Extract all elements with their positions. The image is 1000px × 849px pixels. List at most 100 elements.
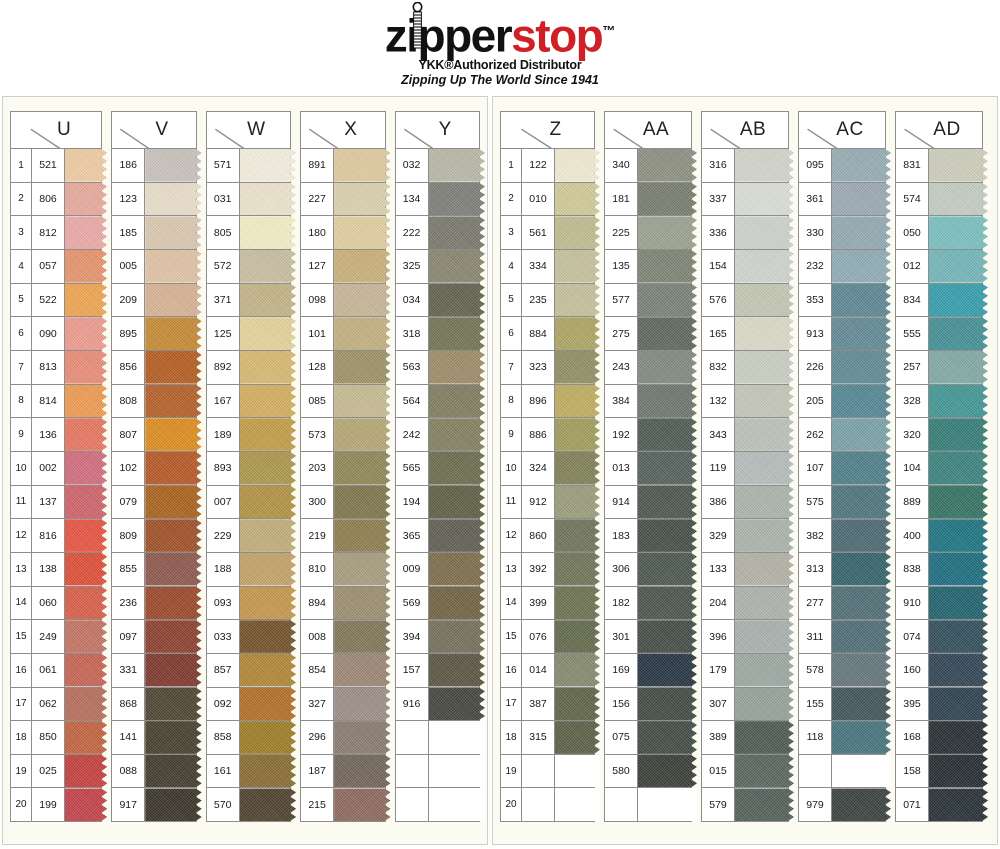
swatch-cell[interactable]: [929, 721, 982, 754]
swatch-cell[interactable]: [239, 350, 290, 384]
swatch-cell[interactable]: [334, 620, 384, 653]
color-swatch[interactable]: [929, 317, 988, 350]
color-swatch[interactable]: [638, 149, 697, 182]
color-swatch[interactable]: [334, 149, 390, 182]
color-swatch[interactable]: [334, 755, 390, 788]
table-row[interactable]: 226: [799, 350, 885, 385]
swatch-cell[interactable]: [239, 451, 290, 485]
color-swatch[interactable]: [555, 284, 600, 317]
color-swatch[interactable]: [735, 216, 794, 249]
color-swatch[interactable]: [638, 519, 697, 552]
table-row[interactable]: 809: [112, 519, 195, 553]
color-swatch[interactable]: [555, 317, 600, 350]
table-row[interactable]: 336: [702, 216, 788, 250]
color-swatch[interactable]: [240, 721, 296, 754]
color-swatch[interactable]: [638, 385, 697, 418]
table-row[interactable]: 854: [301, 653, 384, 688]
color-swatch[interactable]: [735, 620, 794, 653]
table-row[interactable]: 16 061: [11, 653, 101, 688]
table-row[interactable]: 032: [395, 149, 479, 183]
color-swatch[interactable]: [555, 149, 600, 182]
swatch-cell[interactable]: [735, 687, 788, 721]
table-row[interactable]: 092: [206, 687, 290, 722]
color-swatch[interactable]: [832, 788, 891, 821]
table-row[interactable]: 219: [301, 519, 384, 553]
color-swatch[interactable]: [429, 654, 485, 687]
color-swatch[interactable]: [240, 284, 296, 317]
table-row[interactable]: 185: [112, 216, 195, 250]
table-row[interactable]: [395, 788, 485, 822]
table-row[interactable]: 192: [605, 418, 691, 452]
swatch-cell[interactable]: [145, 754, 195, 788]
table-row[interactable]: 831: [896, 149, 982, 183]
color-swatch[interactable]: [65, 149, 107, 182]
swatch-cell[interactable]: [555, 182, 594, 216]
color-swatch[interactable]: [429, 418, 485, 451]
swatch-cell[interactable]: [832, 384, 885, 418]
swatch-cell[interactable]: [65, 149, 101, 182]
color-swatch[interactable]: [145, 149, 201, 182]
color-swatch[interactable]: [638, 688, 697, 721]
swatch-cell[interactable]: [555, 485, 594, 519]
color-swatch[interactable]: [555, 688, 600, 721]
table-row[interactable]: 571: [206, 149, 290, 183]
swatch-cell[interactable]: [929, 788, 982, 822]
swatch-cell[interactable]: [832, 620, 885, 653]
table-row[interactable]: 156: [605, 687, 691, 722]
table-row[interactable]: 14 060: [11, 586, 101, 621]
color-swatch[interactable]: [735, 519, 794, 552]
swatch-cell[interactable]: [555, 216, 594, 249]
color-swatch[interactable]: [429, 452, 485, 485]
color-swatch[interactable]: [638, 553, 697, 586]
color-swatch[interactable]: [65, 250, 107, 283]
color-swatch[interactable]: [929, 250, 988, 283]
table-row[interactable]: 579: [702, 788, 788, 822]
swatch-cell[interactable]: [428, 384, 479, 418]
swatch-cell[interactable]: [638, 788, 697, 822]
table-row[interactable]: 141: [112, 721, 195, 755]
swatch-cell[interactable]: [832, 317, 885, 350]
color-swatch[interactable]: [638, 788, 697, 822]
table-row[interactable]: 135: [605, 249, 691, 284]
color-swatch[interactable]: [65, 351, 107, 384]
color-swatch[interactable]: [145, 721, 201, 754]
color-swatch[interactable]: [929, 183, 988, 216]
color-swatch[interactable]: [735, 149, 794, 182]
swatch-cell[interactable]: [735, 754, 788, 788]
color-swatch[interactable]: [240, 418, 296, 451]
swatch-cell[interactable]: [832, 687, 885, 721]
swatch-cell[interactable]: [735, 317, 788, 350]
swatch-cell[interactable]: [428, 687, 479, 721]
table-row[interactable]: 20: [501, 788, 600, 822]
color-swatch[interactable]: [638, 587, 697, 620]
swatch-cell[interactable]: [638, 182, 691, 216]
color-swatch[interactable]: [145, 755, 201, 788]
swatch-cell[interactable]: [239, 788, 290, 822]
table-row[interactable]: 384: [605, 384, 691, 419]
table-row[interactable]: 325: [395, 249, 479, 284]
swatch-cell[interactable]: [334, 788, 384, 822]
table-row[interactable]: 20 199: [11, 788, 101, 822]
table-row[interactable]: 071: [896, 788, 982, 822]
color-swatch[interactable]: [832, 721, 891, 754]
swatch-cell[interactable]: [145, 451, 195, 485]
table-row[interactable]: 868: [112, 687, 195, 722]
color-column-V[interactable]: V 186 123 185 005 209 895 856 808 807 102 079 809 855…: [111, 111, 196, 822]
color-swatch[interactable]: [735, 317, 794, 350]
swatch-cell[interactable]: [832, 216, 885, 249]
table-row[interactable]: 097: [112, 620, 195, 654]
swatch-cell[interactable]: [555, 721, 594, 754]
color-swatch[interactable]: [832, 250, 891, 283]
color-column-AD[interactable]: AD 831 574 050 012 834 555 257 328 320 104 889 400 83…: [895, 111, 983, 822]
swatch-cell[interactable]: [334, 552, 384, 586]
swatch-cell[interactable]: [145, 350, 195, 384]
swatch-cell[interactable]: [735, 283, 788, 317]
swatch-cell[interactable]: [638, 687, 691, 721]
color-swatch[interactable]: [240, 553, 296, 586]
swatch-cell[interactable]: [145, 384, 195, 418]
table-row[interactable]: 917: [112, 788, 195, 822]
table-row[interactable]: 910: [896, 586, 982, 621]
table-row[interactable]: 889: [896, 485, 982, 520]
color-swatch[interactable]: [638, 721, 697, 754]
color-column-W[interactable]: W 571 031 805 572 371 125 892 167 189 893 007 229 188…: [205, 111, 291, 822]
